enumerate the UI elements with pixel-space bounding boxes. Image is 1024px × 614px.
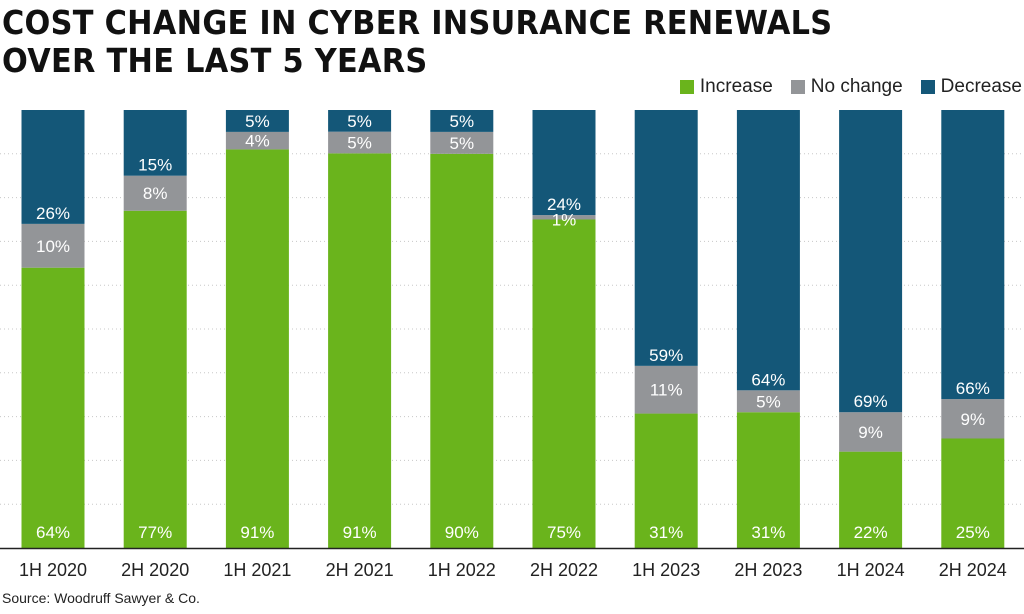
bar-segment-decrease xyxy=(21,110,85,224)
bar-segment-increase xyxy=(532,219,596,548)
bar-segment-increase xyxy=(430,153,494,549)
x-tick-label: 1H 2022 xyxy=(428,560,496,580)
data-label-decrease: 24% xyxy=(547,195,581,214)
chart-title-line-1: COST CHANGE IN CYBER INSURANCE RENEWALS xyxy=(2,3,833,42)
legend-item-increase: Increase xyxy=(679,76,773,98)
data-label-decrease: 69% xyxy=(854,392,888,411)
x-tick-label: 2H 2021 xyxy=(326,560,394,580)
legend-label-increase: Increase xyxy=(699,76,773,97)
bar-segment-increase xyxy=(839,451,903,548)
bar-segment-increase xyxy=(225,149,289,549)
bar-segment-no-change xyxy=(839,412,903,452)
bar-segment-no-change xyxy=(736,390,800,413)
legend-swatch-increase xyxy=(679,80,694,94)
bar-segment-increase xyxy=(634,413,698,548)
legend-item-decrease: Decrease xyxy=(920,76,1022,98)
x-tick-label: 1H 2020 xyxy=(19,560,87,580)
data-label-increase: 90% xyxy=(445,523,479,542)
bar-segment-decrease xyxy=(430,110,494,132)
chart-title: COST CHANGE IN CYBER INSURANCE RENEWALS … xyxy=(2,4,922,80)
x-tick-label: 1H 2021 xyxy=(223,560,291,580)
data-label-no-change: 4% xyxy=(245,132,270,151)
bar-segment-no-change xyxy=(225,131,289,150)
legend-swatch-no-change xyxy=(790,80,805,94)
x-tick-label: 2H 2022 xyxy=(530,560,598,580)
data-label-increase: 25% xyxy=(956,523,990,542)
legend-label-decrease: Decrease xyxy=(940,76,1022,97)
data-label-increase: 91% xyxy=(343,523,377,542)
chart-title-line-2: OVER THE LAST 5 YEARS xyxy=(2,41,428,80)
bar-segment-increase xyxy=(328,153,392,548)
data-label-decrease: 59% xyxy=(649,346,683,365)
data-label-increase: 75% xyxy=(547,523,581,542)
bar-segment-decrease xyxy=(123,110,187,176)
data-label-no-change: 9% xyxy=(961,410,986,429)
data-label-decrease: 26% xyxy=(36,204,70,223)
data-label-increase: 31% xyxy=(751,523,785,542)
data-label-no-change: 1% xyxy=(552,211,577,230)
data-label-no-change: 5% xyxy=(450,134,475,153)
bar-segment-increase xyxy=(123,210,187,549)
data-label-decrease: 5% xyxy=(245,112,270,131)
data-label-increase: 22% xyxy=(854,523,888,542)
legend-swatch-decrease xyxy=(920,80,935,94)
data-label-no-change: 5% xyxy=(756,392,781,411)
legend-item-no-change: No change xyxy=(790,76,903,98)
bar-segment-decrease xyxy=(634,110,698,366)
bar-segment-increase xyxy=(736,412,800,548)
bar-segment-no-change xyxy=(430,131,494,154)
data-label-decrease: 5% xyxy=(347,112,372,131)
data-label-decrease: 64% xyxy=(751,370,785,389)
bar-segment-no-change xyxy=(21,223,85,268)
x-tick-label: 2H 2023 xyxy=(734,560,802,580)
data-label-no-change: 5% xyxy=(347,134,372,153)
bar-segment-decrease xyxy=(736,110,800,391)
data-label-no-change: 10% xyxy=(36,237,70,256)
data-label-decrease: 5% xyxy=(450,112,475,131)
x-tick-label: 2H 2020 xyxy=(121,560,189,580)
data-label-no-change: 11% xyxy=(650,381,683,400)
bar-segment-no-change xyxy=(634,365,698,414)
bar-segment-no-change xyxy=(123,175,187,211)
source-note: Source: Woodruff Sawyer & Co. xyxy=(2,590,200,606)
bar-segment-decrease xyxy=(839,110,903,413)
bar-segment-increase xyxy=(21,267,85,548)
data-label-decrease: 66% xyxy=(956,379,990,398)
data-label-decrease: 15% xyxy=(138,156,172,175)
data-label-increase: 64% xyxy=(36,523,70,542)
bar-segment-decrease xyxy=(532,110,596,216)
bar-segment-no-change xyxy=(328,131,392,154)
bar-segment-decrease xyxy=(941,110,1005,400)
data-label-no-change: 8% xyxy=(143,184,168,203)
x-tick-label: 2H 2024 xyxy=(939,560,1007,580)
bar-segment-decrease xyxy=(225,110,289,132)
data-label-increase: 91% xyxy=(240,523,274,542)
data-label-no-change: 9% xyxy=(858,423,883,442)
bar-segment-no-change xyxy=(532,215,596,220)
legend: Increase No change Decrease xyxy=(662,76,1022,98)
legend-label-no-change: No change xyxy=(810,76,903,97)
data-label-increase: 31% xyxy=(649,523,683,542)
x-tick-label: 1H 2024 xyxy=(837,560,905,580)
bar-segment-decrease xyxy=(328,110,392,132)
data-label-increase: 77% xyxy=(138,523,172,542)
x-tick-label: 1H 2023 xyxy=(632,560,700,580)
bar-segment-no-change xyxy=(941,399,1005,439)
bar-segment-increase xyxy=(941,438,1005,548)
